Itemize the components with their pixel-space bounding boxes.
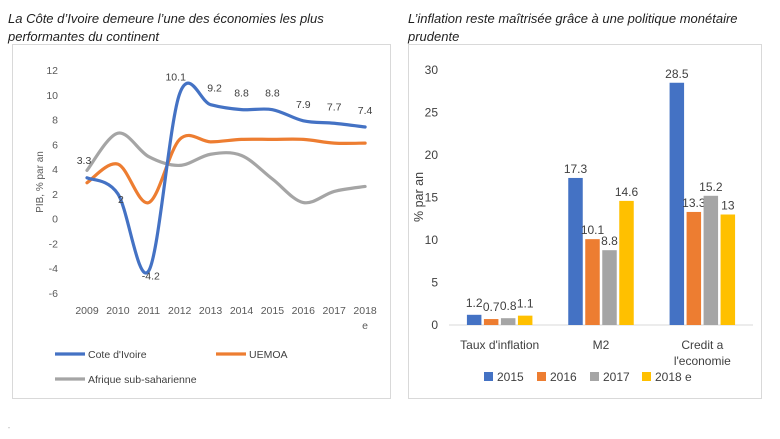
y-tick-label-8: 8: [52, 115, 58, 127]
y-tick-label-6: 6: [52, 139, 58, 151]
data-label-taux-d-inflation-2018-e: 1.1: [517, 297, 534, 311]
bar-m2-2015: [568, 177, 583, 325]
x-tick-label-m2: M2: [593, 338, 610, 352]
data-label-credit-a-l-economie-2015: 28.5: [665, 67, 689, 81]
data-label-cote-d-ivoire-2009: 3.3: [77, 155, 92, 167]
y-tick-label-25: 25: [425, 106, 439, 120]
y-tick-label-20: 20: [425, 148, 439, 162]
x-tick-label-2013: 2013: [199, 305, 223, 317]
legend-label-2016: 2016: [550, 370, 577, 384]
data-label-m2-2017: 8.8: [601, 234, 618, 248]
data-label-cote-d-ivoire-2016: 7.9: [296, 99, 311, 111]
y-axis-label: % par an: [412, 172, 426, 222]
data-label-cote-d-ivoire-2018-e: 7.4: [358, 105, 373, 117]
legend-label-afrique-sub-saharienne: Afrique sub-saharienne: [88, 374, 197, 386]
data-label-cote-d-ivoire-2017: 7.7: [327, 101, 342, 113]
bar-m2-2018-e: [619, 200, 634, 325]
x-tick-label-taux-d-inflation: Taux d'inflation: [460, 338, 539, 352]
data-label-cote-d-ivoire-2012: 10.1: [165, 72, 186, 84]
legend-swatch-2016: [537, 372, 546, 381]
bar-m2-2016: [585, 239, 600, 325]
legend-swatch-2015: [484, 372, 493, 381]
y-tick-label-4: -4: [49, 263, 58, 275]
bar-taux-d-inflation-2017: [500, 318, 516, 325]
y-tick-label-10: 10: [425, 233, 439, 247]
x-tick-label-2017: 2017: [323, 305, 347, 317]
data-label-credit-a-l-economie-2018-e: 13: [721, 199, 735, 213]
x-tick-label-2009: 2009: [75, 305, 99, 317]
y-tick-label-2: 2: [52, 189, 58, 201]
line-afrique-sub-saharienne: [85, 131, 367, 205]
y-tick-label-2: -2: [49, 238, 58, 250]
y-tick-label-30: 30: [425, 63, 439, 77]
y-tick-label-4: 4: [52, 164, 58, 176]
inflation-chart-panel: % par an 30 25 20 15 10 5 0 Taux d'inflation 1.2 0…: [408, 44, 762, 399]
gdp-line-chart: PIB, % par an 12 10 8 6 4 2 0 -2 -4 -6 2009 2010 2011…: [35, 65, 377, 386]
footnote-mark: ¨: [8, 428, 10, 434]
bar-taux-d-inflation-2018-e: [517, 315, 533, 325]
data-label-m2-2015: 17.3: [564, 162, 588, 176]
data-label-credit-a-l-economie-2016: 13.3: [682, 196, 706, 210]
legend-swatch-2018-e: [642, 372, 651, 381]
y-tick-label-0: 0: [52, 214, 58, 226]
data-label-cote-d-ivoire-2013: 9.2: [207, 83, 222, 95]
x-tick-label-2016: 2016: [292, 305, 316, 317]
data-label-taux-d-inflation-2015: 1.2: [466, 296, 483, 310]
bar-taux-d-inflation-2016: [483, 319, 499, 325]
data-label-cote-d-ivoire-2015: 8.8: [265, 88, 280, 100]
x-tick-label-2015: 2015: [261, 305, 285, 317]
bar-credit-a-l-economie-2015: [669, 82, 685, 325]
y-tick-label-0: 0: [431, 318, 438, 332]
bar-taux-d-inflation-2015: [466, 314, 482, 325]
y-tick-label-12: 12: [46, 65, 58, 77]
data-label-credit-a-l-economie-2017: 15.2: [699, 180, 723, 194]
data-label-cote-d-ivoire-2014: 8.8: [234, 88, 249, 100]
legend-label-2015: 2015: [497, 370, 524, 384]
y-tick-label-15: 15: [425, 191, 439, 205]
x-tick-label-2014: 2014: [230, 305, 254, 317]
data-label-m2-2018-e: 14.6: [615, 185, 639, 199]
legend-label-uemoa: UEMOA: [249, 349, 288, 361]
y-tick-label-10: 10: [46, 90, 58, 102]
line-uemoa: [85, 133, 367, 205]
bar-credit-a-l-economie-2016: [686, 211, 702, 325]
bar-credit-a-l-economie-2018-e: [720, 214, 736, 325]
y-tick-label-5: 5: [431, 276, 438, 290]
legend-label-2017: 2017: [603, 370, 630, 384]
gdp-chart-panel: PIB, % par an 12 10 8 6 4 2 0 -2 -4 -6 2009 2010 2011…: [12, 44, 391, 399]
line-cote-d-ivoire: [85, 81, 367, 275]
x-tick-label-2012: 2012: [168, 305, 192, 317]
data-label-taux-d-inflation-2016: 0.7: [483, 300, 500, 314]
right-chart-title: L’inflation reste maîtrisée grâce à une …: [408, 11, 738, 44]
data-label-taux-d-inflation-2017: 0.8: [500, 299, 517, 313]
left-chart-title: La Côte d’Ivoire demeure l’une des écono…: [8, 11, 324, 44]
x-tick-label-2011: 2011: [138, 305, 161, 317]
x-tick-label-2018-e: 2018 e: [353, 305, 377, 332]
bar-credit-a-l-economie-2017: [703, 195, 719, 325]
data-label-m2-2016: 10.1: [581, 223, 605, 237]
y-tick-label-6: -6: [49, 288, 58, 300]
x-tick-label-2010: 2010: [106, 305, 130, 317]
y-axis-label: PIB, % par an: [35, 151, 46, 213]
bar-m2-2017: [602, 250, 617, 325]
x-tick-label-credit-a-l-economie: Credit a l'economie: [674, 338, 731, 368]
data-label-cote-d-ivoire-2010: 2: [118, 194, 124, 206]
legend-label-cote-d-ivoire: Cote d'Ivoire: [88, 349, 147, 361]
legend-label-2018-e: 2018 e: [655, 370, 692, 384]
data-label-cote-d-ivoire-2011: -4.2: [142, 271, 160, 283]
legend-swatch-2017: [590, 372, 599, 381]
